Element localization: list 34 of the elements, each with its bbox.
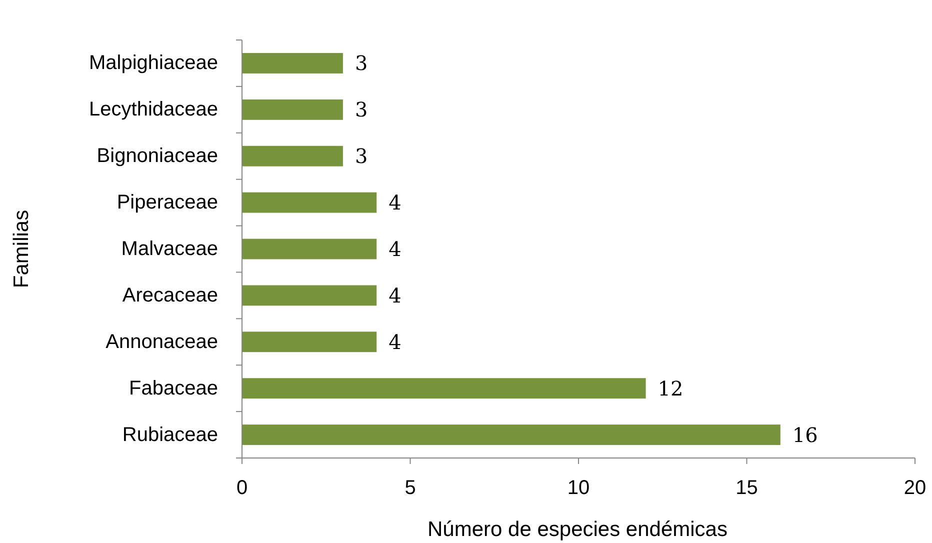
bar <box>242 378 646 399</box>
data-label: 12 <box>658 376 684 400</box>
bar <box>242 192 377 213</box>
bar <box>242 332 377 352</box>
x-tick-label: 5 <box>404 477 416 499</box>
x-tick-label: 15 <box>736 477 758 499</box>
bar <box>242 424 780 445</box>
data-label: 4 <box>388 190 402 215</box>
bar <box>242 238 377 260</box>
x-tick-label: 20 <box>904 477 926 499</box>
data-label: 4 <box>388 283 402 308</box>
bar <box>242 99 343 120</box>
data-label: 4 <box>388 330 402 354</box>
data-label: 3 <box>354 51 368 76</box>
y-tick-label: Bignoniaceae <box>96 145 218 168</box>
x-tick-label: 10 <box>567 477 590 499</box>
y-tick-label: Fabaceae <box>129 377 218 400</box>
y-tick-label: Arecaceae <box>122 284 218 306</box>
y-axis-title: Familias <box>10 210 33 288</box>
y-tick-label: Piperaceae <box>116 192 218 214</box>
y-tick-label: Rubiaceae <box>122 424 218 446</box>
data-label: 3 <box>354 144 368 168</box>
bar <box>242 146 343 166</box>
data-label: 3 <box>354 98 368 122</box>
x-tick-label: 0 <box>236 477 248 499</box>
x-axis-title: Número de especies endémicas <box>428 518 728 541</box>
bar <box>242 53 343 74</box>
y-tick-label: Malvaceae <box>121 238 218 260</box>
y-tick-label: Annonaceae <box>106 330 218 353</box>
bar <box>242 285 377 306</box>
data-label: 16 <box>792 422 818 447</box>
y-tick-label: Lecythidaceae <box>89 98 218 121</box>
y-tick-label: Malpighiaceae <box>89 52 218 74</box>
data-label: 4 <box>388 237 402 261</box>
